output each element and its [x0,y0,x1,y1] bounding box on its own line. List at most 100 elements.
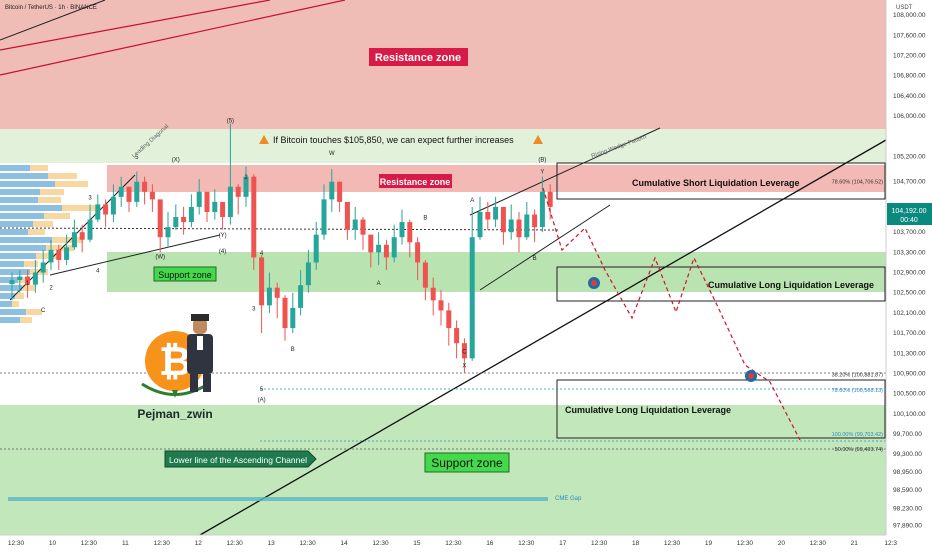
time-tick-label: 12:30 [664,540,681,547]
candle-body [274,287,280,298]
price-tick-label: 103,700.00 [893,229,926,236]
volume-profile-bar [0,213,44,219]
candle-body [321,199,327,235]
candle-body [181,217,187,223]
avatar-icon [187,314,213,392]
volume-profile-bar-up [46,245,74,251]
candle-body [251,176,257,258]
price-tick-label: 106,800.00 [893,73,926,80]
wave-label: B [423,216,427,222]
candle-body [196,191,202,207]
ascending-channel-lower-line [199,139,887,536]
price-tick-label: 102,900.00 [893,270,926,277]
time-ticks: 12:30 10 12:30 11 12:30 12 12:30 13 12:30 14 12:30… [8,540,898,547]
resistance-label-top: Resistance zone [369,48,468,66]
fib-label: 78.60% (104,706.52) [832,179,884,185]
price-tick-label: 108,000.00 [893,12,926,19]
time-tick-label: 12:30 [81,540,98,547]
candle-body [368,234,374,253]
long-liquidation-box-1 [556,266,886,302]
volume-profile-bar-up [38,197,61,203]
candle-body [547,191,553,207]
wave-label: 2 [244,175,248,181]
candle-body [266,287,272,306]
candle-body [352,219,358,230]
candle-body [165,227,171,238]
price-tick-label: 107,200.00 [893,53,926,60]
volume-profile-bar [0,245,46,251]
candle-body [344,201,350,230]
fib-label: 78.60% (100,568.13) [832,388,884,394]
price-tick-label: 99,700.00 [893,431,922,438]
time-tick-label: 13 [268,540,276,547]
current-price-line [0,227,561,231]
wave-label: 3 [252,306,256,312]
candle-body [454,328,460,344]
volume-profile-bar-up [26,309,42,315]
candle-body [157,199,163,238]
volume-profile-bar [0,197,38,203]
candle-body [516,219,522,238]
candle-body [173,217,179,228]
candle-body [9,280,15,285]
wave-label: 5 [135,155,139,161]
candle-body [17,276,23,281]
support-label-bottom: Support zone [424,452,510,473]
wave-label: Y [540,170,544,176]
wave-labels: 1 2 3 4 5 (W) (X) (Y) (4) (5) 2 4 3 B 5 (A) W A B C X A B Y (B) C [26,119,546,404]
volume-profile-bar [0,301,12,307]
cme-gap-bar [8,497,548,501]
wave-label: X [462,363,466,369]
candle-body [532,214,538,228]
candle-body [204,191,210,212]
volume-profile [0,165,99,323]
time-tick-label: 19 [705,540,713,547]
price-tick-label: 101,700.00 [893,330,926,337]
candle-body [235,186,241,197]
long-liquidation-box-2 [556,379,886,439]
price-tag-value: 104,192.00 [891,208,926,215]
candle-body [399,222,405,238]
volume-profile-bar-up [30,165,48,171]
wave-label: B [291,347,295,353]
price-tick-label: 104,700.00 [893,179,926,186]
wave-label: B [533,256,537,262]
volume-profile-bar-up [18,277,29,283]
support-label-bottom-text: Support zone [431,456,503,470]
candle-body [415,242,421,263]
volume-profile-bar-up [28,229,45,235]
channel-label: Lower line of the Ascending Channel [164,450,317,468]
candle-body [95,204,101,220]
fib-label: 38.20% (100,881.87) [832,372,884,378]
candle-body [227,186,233,218]
volume-profile-bar-up [20,317,32,323]
resistance-label-mid: Resistance zone [379,174,452,188]
black-trendline-top [0,0,106,41]
price-tick-label: 103,300.00 [893,249,926,256]
wave-label: (Y) [219,233,227,239]
candle-body [259,257,265,306]
price-ticks: 108,000.00 107,600.00 107,200.00 106,800.00… [893,12,926,529]
time-tick-label: 12:30 [518,540,535,547]
price-tick-label: 106,400.00 [893,93,926,100]
liquidation-target-2 [745,370,757,382]
candle-body [40,262,46,273]
volume-profile-bar [0,285,22,291]
price-tick-label: 98,230.00 [893,505,922,512]
time-tick-label: 20 [778,540,786,547]
currency-label: USDT [896,5,913,11]
svg-text:₿: ₿ [159,340,192,384]
time-tick-label: 12:30 [227,540,244,547]
wave-label: (4) [219,249,226,255]
volume-profile-bar [0,189,40,195]
time-tick-label: 16 [486,540,494,547]
leading-diagonal-lower [49,234,221,276]
volume-profile-bar-up [40,189,64,195]
candle-body [103,204,109,215]
note-text: If Bitcoin touches $105,850, we can expe… [273,135,514,145]
price-tick-label: 106,000.00 [893,113,926,120]
time-tick-label: 12:30 [8,540,25,547]
candle-body [142,181,148,192]
candle-body [438,300,444,311]
